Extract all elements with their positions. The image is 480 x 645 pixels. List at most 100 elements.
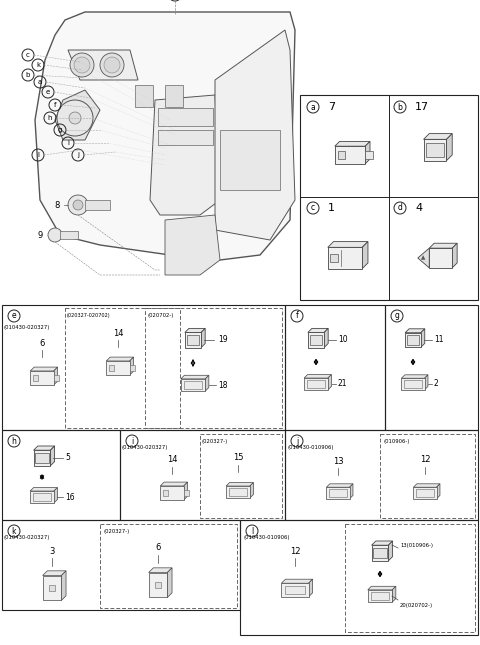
Polygon shape: [281, 583, 309, 597]
Bar: [373, 548, 386, 559]
Text: g: g: [395, 312, 399, 321]
Text: 13: 13: [333, 457, 343, 466]
Bar: [220, 130, 280, 190]
Polygon shape: [106, 357, 133, 361]
Polygon shape: [446, 134, 452, 161]
Bar: [65, 308, 180, 428]
Text: 3: 3: [49, 546, 55, 555]
Text: 20(020702-): 20(020702-): [400, 604, 433, 608]
Text: h: h: [48, 115, 52, 121]
Polygon shape: [184, 482, 188, 500]
Text: (020327-020702): (020327-020702): [67, 313, 110, 318]
Polygon shape: [68, 50, 138, 80]
Text: f: f: [54, 102, 56, 108]
Polygon shape: [405, 329, 425, 333]
Text: (020702-): (020702-): [148, 313, 174, 318]
Bar: [33, 493, 51, 501]
Polygon shape: [149, 568, 172, 573]
Circle shape: [74, 57, 90, 73]
Polygon shape: [429, 243, 457, 248]
Bar: [158, 130, 213, 145]
Text: e: e: [12, 312, 16, 321]
Polygon shape: [165, 215, 220, 275]
Polygon shape: [215, 30, 295, 240]
Bar: [187, 335, 199, 345]
Text: (010430-020327): (010430-020327): [4, 325, 50, 330]
Text: c: c: [26, 52, 30, 58]
Polygon shape: [205, 375, 209, 391]
Polygon shape: [201, 328, 205, 348]
Polygon shape: [226, 486, 250, 498]
Polygon shape: [30, 488, 58, 491]
Text: 11: 11: [434, 335, 444, 344]
Polygon shape: [326, 487, 349, 499]
Polygon shape: [328, 375, 331, 390]
Polygon shape: [54, 367, 58, 385]
Text: 18: 18: [218, 381, 228, 390]
Text: (020327-): (020327-): [103, 529, 129, 534]
Polygon shape: [149, 573, 168, 597]
Polygon shape: [401, 378, 424, 390]
Text: (010906-): (010906-): [383, 439, 409, 444]
Text: 19: 19: [218, 335, 228, 344]
Text: 4: 4: [415, 203, 422, 213]
Polygon shape: [150, 95, 220, 215]
Text: c: c: [311, 204, 315, 212]
Polygon shape: [308, 332, 324, 348]
Polygon shape: [418, 248, 429, 268]
Polygon shape: [309, 579, 312, 597]
Bar: [416, 490, 434, 497]
Polygon shape: [324, 328, 328, 348]
Text: ▲: ▲: [421, 255, 426, 261]
Polygon shape: [304, 375, 331, 378]
Bar: [184, 490, 189, 496]
Text: 14: 14: [167, 455, 177, 464]
Text: (010430-020327): (010430-020327): [4, 535, 50, 540]
Polygon shape: [30, 371, 54, 385]
Polygon shape: [226, 482, 253, 486]
Polygon shape: [372, 541, 393, 545]
Text: a: a: [311, 103, 315, 112]
Text: e: e: [46, 89, 50, 95]
Text: 10: 10: [338, 335, 348, 344]
Bar: [155, 582, 161, 588]
Text: 8: 8: [55, 201, 60, 210]
Text: 16: 16: [65, 493, 74, 502]
Polygon shape: [452, 243, 457, 268]
Polygon shape: [368, 586, 396, 590]
Polygon shape: [349, 484, 353, 499]
Bar: [338, 152, 345, 159]
Polygon shape: [328, 247, 362, 269]
Bar: [307, 380, 325, 388]
Polygon shape: [55, 90, 100, 140]
Polygon shape: [130, 357, 133, 375]
Polygon shape: [372, 545, 388, 561]
Polygon shape: [181, 379, 205, 391]
Bar: [371, 592, 389, 600]
Text: (010430-020327): (010430-020327): [122, 445, 168, 450]
Polygon shape: [185, 332, 201, 348]
Polygon shape: [429, 248, 452, 268]
Polygon shape: [106, 361, 130, 375]
Polygon shape: [413, 484, 440, 487]
Bar: [33, 375, 38, 381]
Bar: [285, 586, 305, 595]
Text: a: a: [38, 79, 42, 85]
Text: i: i: [67, 140, 69, 146]
Polygon shape: [423, 134, 452, 139]
Text: 5: 5: [65, 453, 70, 462]
Text: k: k: [36, 62, 40, 68]
Bar: [130, 365, 135, 371]
Text: k: k: [12, 526, 16, 535]
Text: (010430-010906): (010430-010906): [288, 445, 335, 450]
Polygon shape: [168, 568, 172, 597]
Bar: [85, 200, 110, 210]
Text: 2: 2: [434, 379, 439, 388]
Text: 14: 14: [113, 330, 123, 339]
Circle shape: [68, 195, 88, 215]
Bar: [184, 381, 203, 389]
Text: g: g: [58, 127, 62, 133]
Polygon shape: [424, 375, 428, 390]
Bar: [163, 490, 168, 496]
Bar: [60, 231, 78, 239]
